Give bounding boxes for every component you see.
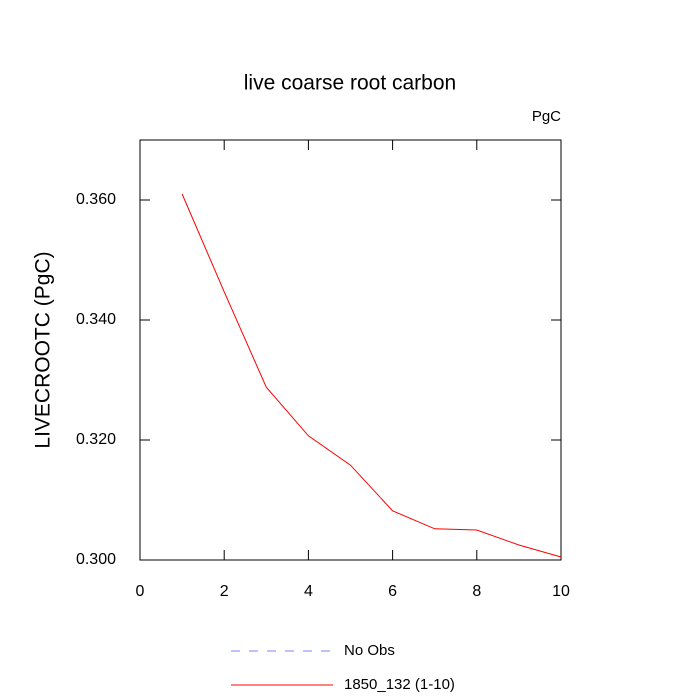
x-tick-label: 6 [388,583,397,600]
units-label: PgC [532,108,561,125]
x-tick-label: 0 [136,583,145,600]
x-tick-label: 2 [220,583,229,600]
x-tick-label: 10 [552,583,570,600]
x-tick-label: 8 [472,583,481,600]
data-line [181,193,562,558]
y-axis-label: LIVECROOTC (PgC) [32,251,55,448]
legend-label: No Obs [344,642,395,659]
y-tick-label: 0.300 [76,551,116,568]
legend-label: 1850_132 (1-10) [344,676,455,693]
chart-title: live coarse root carbon [244,72,456,95]
y-tick-label: 0.360 [76,191,116,208]
plot-frame [139,139,562,561]
y-tick-label: 0.320 [76,431,116,448]
x-tick-label: 4 [304,583,313,600]
y-tick-label: 0.340 [76,311,116,328]
